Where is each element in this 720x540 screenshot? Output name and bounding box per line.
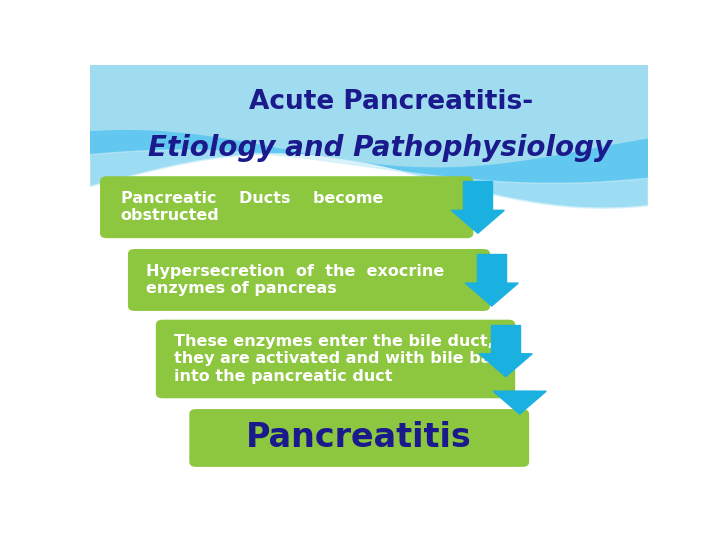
FancyBboxPatch shape <box>156 320 516 399</box>
Text: Acute Pancreatitis-: Acute Pancreatitis- <box>249 89 534 115</box>
Polygon shape <box>465 283 518 306</box>
Polygon shape <box>90 154 648 481</box>
Polygon shape <box>480 354 532 377</box>
Bar <box>90 223 648 481</box>
Polygon shape <box>463 181 492 210</box>
Polygon shape <box>491 325 521 354</box>
Polygon shape <box>505 391 534 393</box>
Polygon shape <box>493 391 546 414</box>
FancyBboxPatch shape <box>189 409 529 467</box>
Polygon shape <box>477 254 506 283</box>
Text: These enzymes enter the bile duct, where
they are activated and with bile back u: These enzymes enter the bile duct, where… <box>174 334 555 384</box>
Polygon shape <box>451 210 504 233</box>
Text: Etiology and Pathophysiology: Etiology and Pathophysiology <box>148 134 612 162</box>
FancyBboxPatch shape <box>100 176 473 238</box>
Text: Pancreatitis: Pancreatitis <box>246 422 472 455</box>
Polygon shape <box>90 150 648 208</box>
FancyBboxPatch shape <box>128 249 490 311</box>
Bar <box>90 65 648 223</box>
Text: Hypersecretion  of  the  exocrine
enzymes of pancreas: Hypersecretion of the exocrine enzymes o… <box>145 264 444 296</box>
Text: Pancreatic    Ducts    become
obstructed: Pancreatic Ducts become obstructed <box>121 191 383 224</box>
Polygon shape <box>90 65 648 167</box>
